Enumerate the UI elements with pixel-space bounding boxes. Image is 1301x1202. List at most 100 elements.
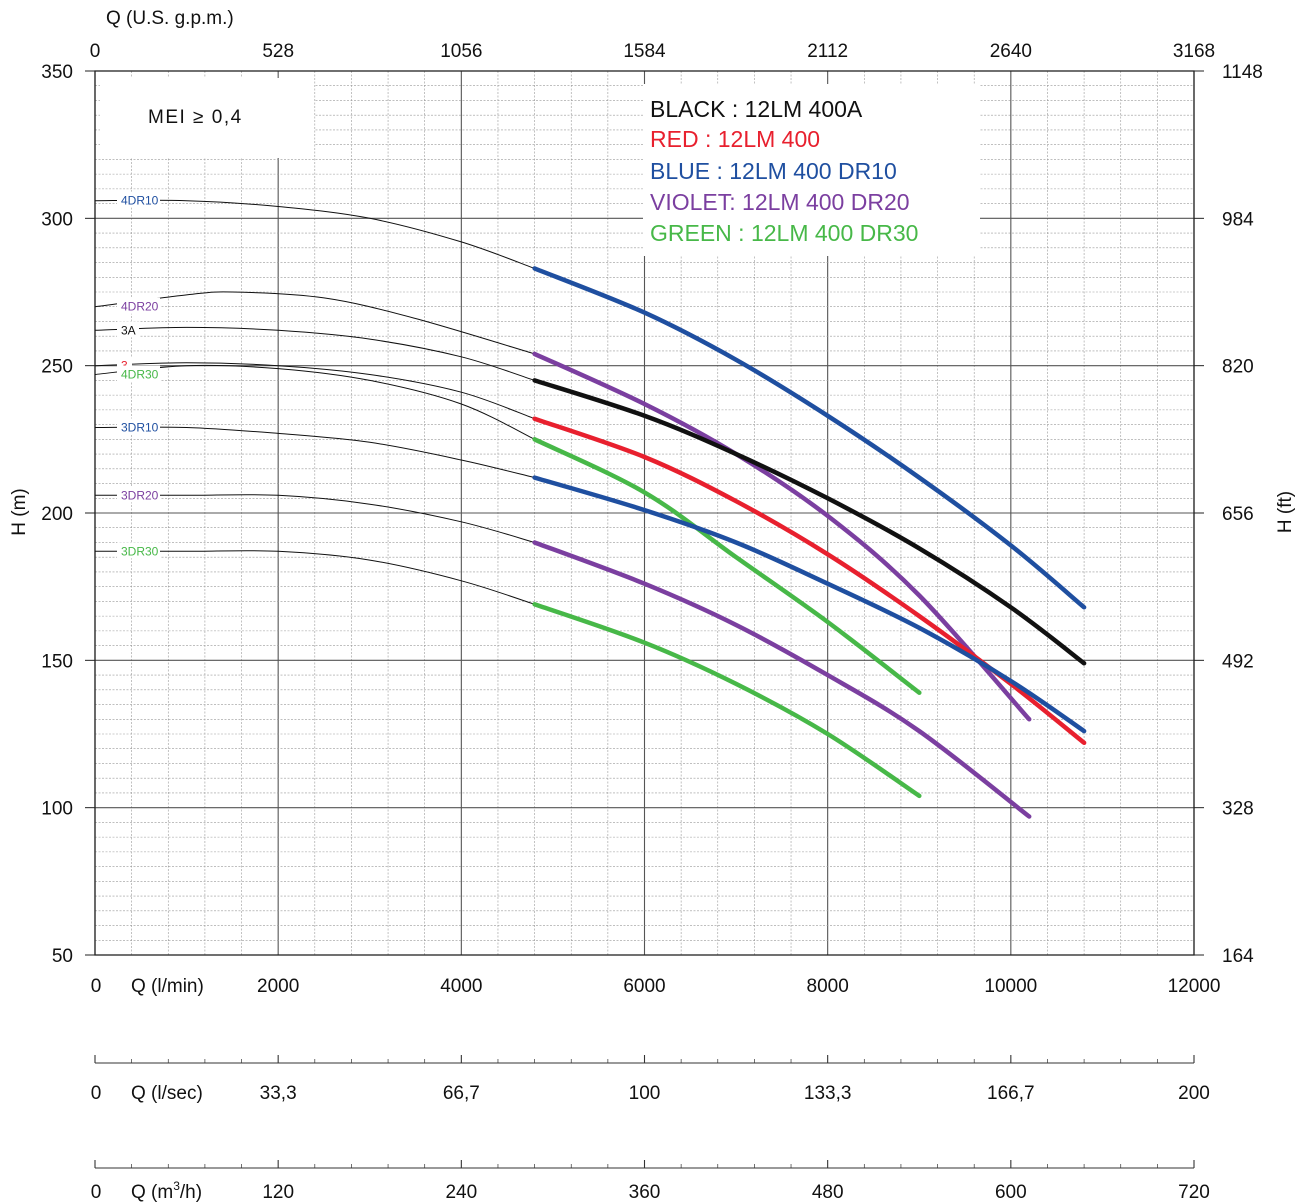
scale-tick-label: 133,3 <box>804 1083 852 1104</box>
curve-labels: 4DR104DR203A34DR303DR103DR203DR30 <box>117 191 160 559</box>
legend-blue-model: 12LM 400 DR10 <box>723 158 897 184</box>
scale-tick-label: 166,7 <box>987 1083 1035 1104</box>
scale-tick-label: 240 <box>445 1182 477 1202</box>
left-tick-label: 50 <box>52 946 73 967</box>
scale-tick-label: 720 <box>1178 1182 1210 1202</box>
curve-label-bg-3DR30 <box>117 542 160 559</box>
axes: 350 300 250 200 150 100 50 1148 984 820 656 492 328 1… <box>41 41 1263 997</box>
curve-thin-3DR20 <box>95 494 535 543</box>
curve-label-bg-3DR20 <box>117 486 160 503</box>
scale-tick-label: 120 <box>262 1182 294 1202</box>
bottom-tick-label: 4000 <box>440 976 482 997</box>
legend-box <box>643 84 980 256</box>
top-tick-label: 0 <box>90 41 101 62</box>
bottom-tick-label: 2000 <box>257 976 299 997</box>
curve-thin-4DR20 <box>94 291 535 355</box>
lsec-axis-ticks: 33,3 66,7 100 133,3 166,7 200 <box>94 1055 1210 1104</box>
right-tick-label: 164 <box>1222 946 1254 967</box>
legend: BLACK : 12LM 400A RED : 12LM 400 BLUE : … <box>650 96 918 246</box>
bottom-axis-zero: 0 <box>91 976 102 997</box>
left-axis-title: H (m) <box>9 488 30 535</box>
legend-green: GREEN : 12LM 400 DR30 <box>650 220 918 246</box>
top-tick-label: 528 <box>262 41 294 62</box>
bottom-tick-label: 12000 <box>1168 976 1221 997</box>
legend-black: BLACK : 12LM 400A <box>650 96 863 122</box>
legend-black-model: 12LM 400A <box>738 96 863 122</box>
top-tick-label: 3168 <box>1173 41 1215 62</box>
curve-label-3DR10: 3DR10 <box>121 421 159 435</box>
bottom-tick-label: 10000 <box>984 976 1037 997</box>
left-tick-label: 200 <box>41 504 73 525</box>
legend-green-key: GREEN : <box>650 220 745 246</box>
scale-tick-label: 66,7 <box>443 1083 480 1104</box>
left-tick-label: 150 <box>41 651 73 672</box>
right-tick-label: 656 <box>1222 504 1254 525</box>
curve-label-3A: 3A <box>121 323 136 337</box>
mei-note: MEI ≥ 0,4 <box>148 107 243 128</box>
mei-note-box <box>100 78 314 158</box>
scale-tick-label: 600 <box>995 1182 1027 1202</box>
curve-op-4DR30 <box>532 437 922 695</box>
legend-blue: BLUE : 12LM 400 DR10 <box>650 158 897 184</box>
left-tick-label: 250 <box>41 357 73 378</box>
top-tick-label: 1056 <box>440 41 482 62</box>
curve-thin-3DR10 <box>94 426 535 479</box>
top-tick-label: 2112 <box>807 41 848 62</box>
curve-thin-3DR30 <box>95 550 535 605</box>
curve-op-3DR30 <box>532 602 922 799</box>
top-tick-label: 2640 <box>990 41 1032 62</box>
legend-blue-key: BLUE : <box>650 158 723 184</box>
curve-op-4DR10 <box>532 266 1087 610</box>
curve-op-3A <box>532 378 1087 666</box>
left-tick-label: 300 <box>41 209 73 230</box>
curve-label-bg-3A <box>117 321 139 338</box>
right-tick-label: 328 <box>1222 799 1254 820</box>
curve-thin-4DR30 <box>94 364 535 440</box>
left-tick-label: 100 <box>41 799 73 820</box>
curve-label-4DR20: 4DR20 <box>121 300 159 314</box>
curve-op-3DR20 <box>532 540 1032 819</box>
curve-label-bg-4DR20 <box>117 297 160 314</box>
scale-tick-label: 100 <box>629 1083 661 1104</box>
legend-red-model: 12LM 400 <box>711 126 820 152</box>
curve-label-3DR20: 3DR20 <box>121 488 159 502</box>
scale-tick-label: 360 <box>629 1182 661 1202</box>
curve-label-bg-4DR30 <box>117 365 160 382</box>
legend-violet-key: VIOLET: <box>650 189 736 215</box>
curve-thin-4DR10 <box>94 199 535 269</box>
legend-red-key: RED : <box>650 126 711 152</box>
curve-thin-3 <box>94 362 535 420</box>
curve-label-3DR30: 3DR30 <box>121 544 159 558</box>
bottom-tick-label: 6000 <box>623 976 665 997</box>
top-tick-label: 1584 <box>623 41 666 62</box>
scale-tick-label: 480 <box>812 1182 844 1202</box>
right-tick-label: 984 <box>1222 209 1254 230</box>
curve-thin-3A <box>94 326 535 381</box>
top-axis-title: Q (U.S. g.p.m.) <box>106 8 234 29</box>
legend-violet: VIOLET: 12LM 400 DR20 <box>650 189 910 215</box>
right-tick-label: 492 <box>1222 651 1254 672</box>
right-axis-title: H (ft) <box>1275 491 1296 533</box>
left-tick-label: 350 <box>41 62 73 83</box>
legend-black-key: BLACK : <box>650 96 738 122</box>
m3h-axis-zero: 0 <box>91 1182 102 1202</box>
curve-label-bg-4DR10 <box>117 191 160 208</box>
scale-tick-label: 33,3 <box>260 1083 297 1104</box>
curve-op-4DR20 <box>532 351 1032 722</box>
curve-label-bg-3DR10 <box>117 418 160 435</box>
m3h-axis-ticks: 120 240 360 480 600 720 <box>94 1160 1210 1202</box>
curve-op-3 <box>532 416 1087 746</box>
curve-op-3DR10 <box>532 475 1087 734</box>
legend-violet-model: 12LM 400 DR20 <box>736 189 910 215</box>
bottom-axis-title: Q (l/min) <box>131 976 204 997</box>
curve-label-4DR30: 4DR30 <box>121 368 159 382</box>
m3h-axis-title: Q (m3/h) <box>131 1179 202 1202</box>
right-tick-label: 1148 <box>1222 62 1263 83</box>
scale-tick-label: 200 <box>1178 1083 1210 1104</box>
right-tick-label: 820 <box>1222 357 1254 378</box>
legend-red: RED : 12LM 400 <box>650 126 820 152</box>
legend-green-model: 12LM 400 DR30 <box>745 220 919 246</box>
lsec-axis-zero: 0 <box>91 1083 102 1104</box>
bottom-tick-label: 8000 <box>807 976 849 997</box>
